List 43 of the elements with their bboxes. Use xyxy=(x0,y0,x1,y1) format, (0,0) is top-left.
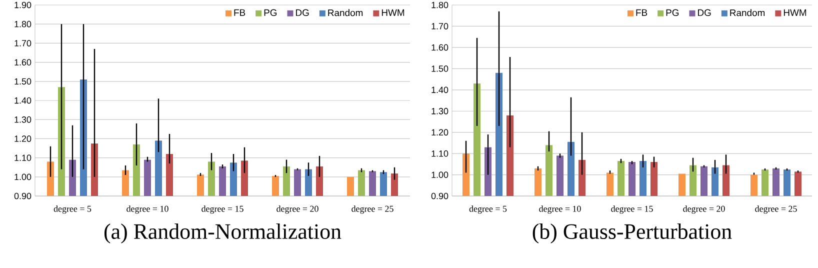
legend-label: FB xyxy=(636,9,648,16)
x-tick-label: degree = 15 xyxy=(611,206,653,214)
legend-label: Random xyxy=(730,9,765,16)
y-tick-label: 1.70 xyxy=(432,23,448,30)
x-tick-label: degree = 5 xyxy=(469,206,507,214)
y-tick-label: 1.80 xyxy=(14,20,32,28)
legend-label: HWM xyxy=(382,9,404,16)
legend-label: PG xyxy=(264,9,277,16)
legend-label: Random xyxy=(328,9,363,16)
x-tick-label: degree = 10 xyxy=(539,206,581,214)
text: (a) Random-Normalization xyxy=(104,224,342,244)
y-tick-label: 0.90 xyxy=(14,192,32,200)
x-tick-label: degree = 10 xyxy=(126,206,168,214)
text: (b) Gauss-Perturbation xyxy=(532,224,732,244)
legend-label: DG xyxy=(296,9,309,16)
y-tick-label: 1.80 xyxy=(432,2,448,8)
y-tick-label: 1.10 xyxy=(432,150,448,157)
y-tick-label: 1.40 xyxy=(14,97,32,104)
y-tick-label: 1.30 xyxy=(14,116,32,123)
legend-label: FB xyxy=(234,9,246,16)
legend-label: DG xyxy=(698,9,711,16)
y-tick-label: 1.20 xyxy=(14,136,32,142)
y-tick-label: 0.90 xyxy=(431,192,448,200)
x-tick-label: degree = 5 xyxy=(54,206,92,214)
y-tick-label: 1.60 xyxy=(14,59,32,66)
legend-label: HWM xyxy=(784,9,806,16)
y-tick-label: 1.60 xyxy=(432,44,448,51)
y-tick-label: 1.00 xyxy=(432,172,448,178)
y-tick-label: 1.20 xyxy=(432,129,448,136)
y-tick-label: 1.90 xyxy=(14,2,32,8)
x-tick-label: degree = 20 xyxy=(276,206,318,214)
y-tick-label: 1.10 xyxy=(14,154,32,161)
x-tick-label: degree = 25 xyxy=(352,206,394,214)
y-tick-label: 1.50 xyxy=(14,78,32,85)
y-tick-label: 1.40 xyxy=(432,86,448,94)
x-tick-label: degree = 25 xyxy=(755,206,797,214)
x-tick-label: degree = 20 xyxy=(683,206,725,214)
y-tick-label: 1.70 xyxy=(14,40,32,46)
legend-label: PG xyxy=(666,9,679,16)
y-tick-label: 1.30 xyxy=(432,108,448,114)
y-tick-label: 1.00 xyxy=(14,174,32,180)
y-tick-label: 1.50 xyxy=(432,65,448,72)
x-tick-label: degree = 15 xyxy=(202,206,244,214)
